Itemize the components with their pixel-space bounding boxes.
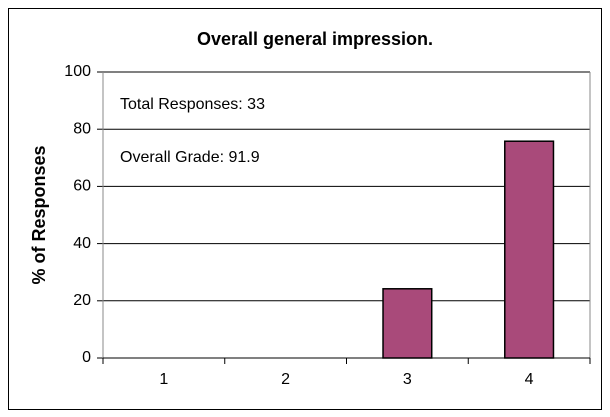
x-tick-label: 1 (159, 371, 168, 388)
x-tick-label: 3 (403, 371, 412, 388)
chart-frame (8, 8, 602, 410)
y-tick-label: 20 (73, 292, 91, 309)
y-axis-label: % of Responses (29, 145, 49, 284)
x-tick-label: 2 (281, 371, 290, 388)
y-tick-label: 60 (73, 178, 91, 195)
chart-title: Overall general impression. (197, 29, 433, 49)
x-tick-label: 4 (525, 371, 534, 388)
bar (382, 288, 433, 359)
bar (504, 140, 555, 359)
y-tick-label: 40 (73, 235, 91, 252)
y-tick-label: 0 (82, 349, 91, 366)
y-tick-label: 80 (73, 120, 91, 137)
y-tick-label: 100 (64, 63, 91, 80)
annotation: Total Responses: 33 (120, 96, 265, 113)
annotation: Overall Grade: 91.9 (120, 149, 260, 166)
